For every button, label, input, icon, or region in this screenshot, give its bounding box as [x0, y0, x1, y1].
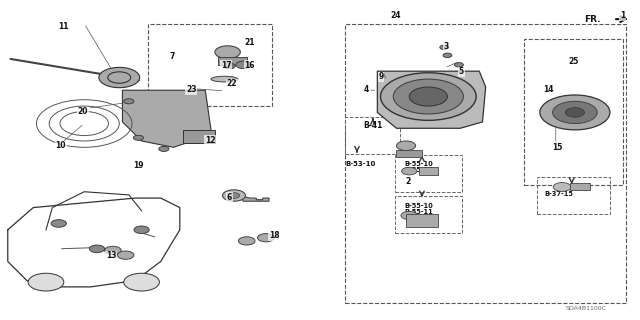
Text: FR.: FR.	[584, 15, 600, 24]
Text: 24: 24	[390, 11, 401, 20]
Text: SDA4B1100C: SDA4B1100C	[566, 306, 607, 311]
Text: 20: 20	[77, 107, 88, 116]
Text: 5: 5	[459, 67, 464, 76]
Circle shape	[223, 190, 246, 201]
Text: 18: 18	[269, 231, 280, 240]
Circle shape	[134, 226, 149, 234]
Circle shape	[228, 193, 240, 198]
Text: 17: 17	[221, 61, 232, 70]
Text: 19: 19	[133, 161, 143, 170]
Circle shape	[224, 63, 236, 69]
Text: 14: 14	[543, 85, 554, 94]
Text: B-55-10: B-55-10	[404, 161, 433, 167]
Circle shape	[159, 146, 169, 151]
Ellipse shape	[211, 76, 238, 82]
Text: 23: 23	[186, 85, 196, 94]
Text: B-55-11: B-55-11	[404, 209, 433, 215]
Circle shape	[396, 141, 415, 150]
Circle shape	[409, 87, 447, 106]
Circle shape	[104, 246, 121, 254]
Text: 12: 12	[205, 136, 216, 145]
Polygon shape	[237, 195, 269, 201]
Bar	[396, 150, 422, 157]
Circle shape	[552, 101, 597, 124]
Text: 2: 2	[405, 177, 411, 186]
Polygon shape	[183, 130, 215, 142]
Circle shape	[51, 220, 67, 227]
Circle shape	[90, 245, 104, 252]
Circle shape	[108, 72, 131, 83]
Circle shape	[381, 73, 476, 120]
Circle shape	[239, 237, 255, 245]
Circle shape	[401, 167, 417, 175]
Circle shape	[257, 234, 274, 242]
Circle shape	[133, 135, 143, 140]
Text: 22: 22	[227, 79, 237, 88]
Bar	[406, 214, 438, 227]
Circle shape	[117, 251, 134, 259]
Text: 1: 1	[620, 11, 625, 20]
Text: 9: 9	[378, 72, 384, 81]
Text: 15: 15	[552, 143, 562, 152]
Circle shape	[553, 182, 571, 191]
Text: 6: 6	[227, 193, 232, 202]
Text: B-37-15: B-37-15	[544, 190, 573, 196]
Text: B-55-10: B-55-10	[404, 203, 433, 209]
Circle shape	[565, 108, 584, 117]
Circle shape	[394, 79, 463, 114]
Text: 16: 16	[244, 61, 255, 70]
Circle shape	[440, 45, 449, 50]
Circle shape	[540, 95, 610, 130]
Text: 13: 13	[106, 251, 116, 260]
Circle shape	[124, 99, 134, 104]
Polygon shape	[378, 71, 486, 128]
Circle shape	[99, 68, 140, 88]
Polygon shape	[122, 90, 212, 147]
Text: B-41: B-41	[364, 121, 383, 130]
Text: 4: 4	[364, 85, 369, 94]
Bar	[419, 167, 438, 175]
Bar	[218, 57, 246, 65]
Text: 3: 3	[444, 42, 449, 51]
Text: 21: 21	[244, 38, 255, 47]
Text: 25: 25	[568, 57, 579, 66]
Circle shape	[124, 273, 159, 291]
Circle shape	[215, 46, 241, 59]
Text: B-55-11: B-55-11	[404, 167, 433, 173]
Circle shape	[454, 63, 463, 67]
Text: 10: 10	[56, 141, 66, 150]
Circle shape	[28, 273, 64, 291]
Circle shape	[443, 53, 452, 58]
Text: 11: 11	[59, 22, 69, 31]
Bar	[570, 183, 589, 190]
Text: 7: 7	[170, 52, 175, 61]
Circle shape	[236, 61, 251, 69]
Circle shape	[401, 212, 417, 220]
Text: B-53-10: B-53-10	[346, 161, 376, 167]
